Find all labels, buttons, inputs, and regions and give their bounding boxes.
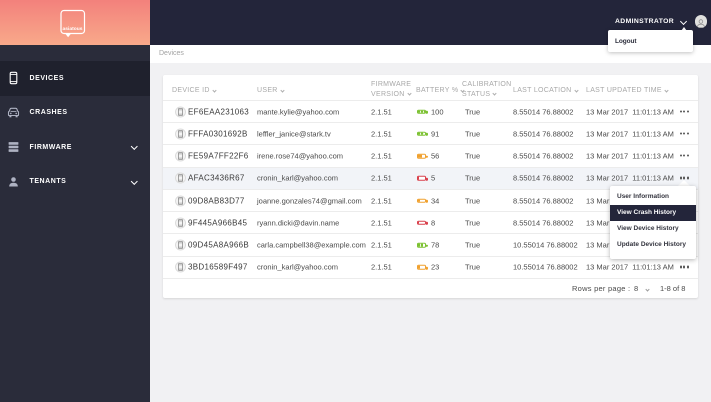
svg-text:asiatous: asiatous (63, 26, 83, 31)
